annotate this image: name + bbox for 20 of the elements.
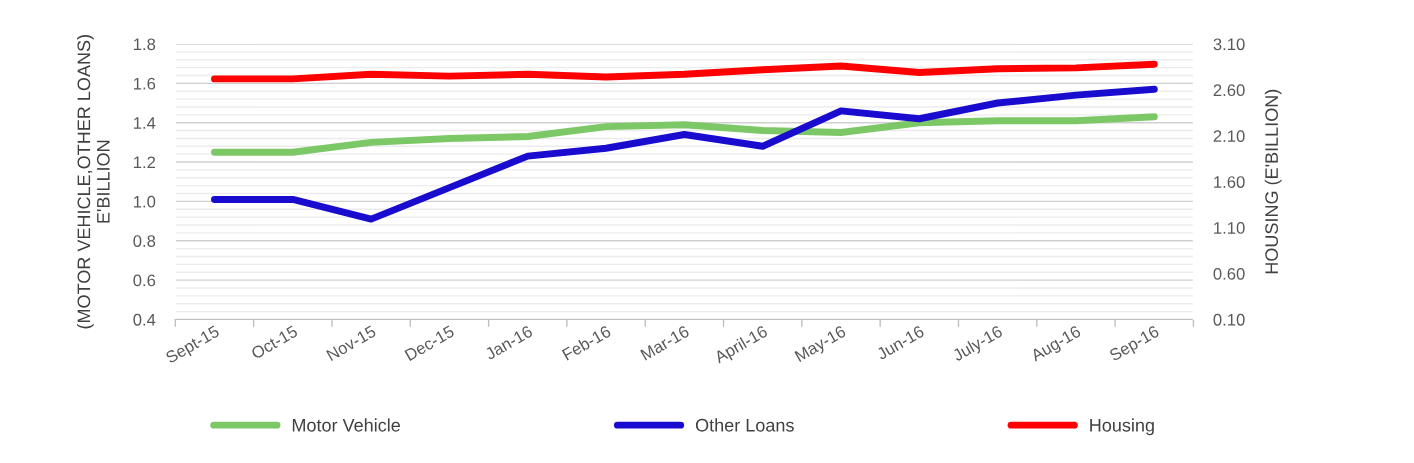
y2-tick-label: 1.10 — [1214, 222, 1245, 234]
y-tick-label: 0.8 — [133, 235, 156, 247]
y2-tick-label: 3.10 — [1213, 38, 1245, 51]
y-tick-label: 1.2 — [134, 156, 156, 169]
y2-tick-label: 2.60 — [1213, 84, 1245, 97]
y2-tick-label: 2.10 — [1213, 130, 1245, 143]
y2-tick-label: 1.60 — [1214, 176, 1245, 188]
y-tick-label: 1.4 — [134, 117, 156, 129]
legend-label: Motor Vehicle — [292, 418, 400, 432]
legend-label: Housing — [1090, 418, 1154, 436]
y-tick-label: 1.0 — [134, 195, 156, 208]
y-axis-title: (MOTOR VEHICLE,OTHER LOANS) E'BILLION — [77, 35, 110, 329]
y-tick-label: 1.8 — [134, 38, 156, 51]
y-tick-label: 0.4 — [133, 313, 156, 326]
legend-label: Other Loans — [695, 418, 794, 432]
y2-axis-title: HOUSING (E'BILLION) — [1264, 89, 1282, 274]
y-tick-label: 0.6 — [133, 274, 156, 287]
y-tick-label: 1.6 — [134, 77, 156, 90]
y2-tick-label: 0.60 — [1213, 267, 1245, 280]
y2-tick-label: 0.10 — [1213, 313, 1245, 326]
